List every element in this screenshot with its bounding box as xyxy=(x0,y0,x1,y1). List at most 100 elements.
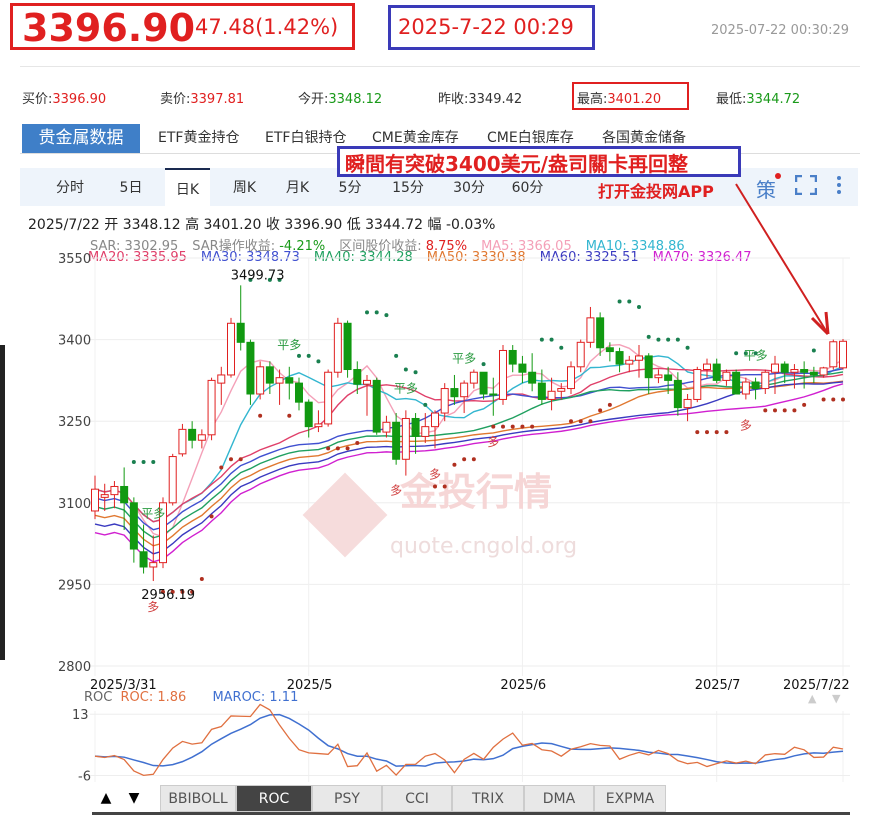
period-tab[interactable]: 日K xyxy=(165,168,210,206)
candle[interactable] xyxy=(256,361,265,400)
indicator-up-button[interactable]: ▲ xyxy=(92,785,120,812)
candle[interactable] xyxy=(353,361,362,394)
candle[interactable] xyxy=(712,358,721,384)
candle[interactable] xyxy=(159,497,167,569)
candle[interactable] xyxy=(217,366,226,405)
candle[interactable] xyxy=(236,285,245,351)
candle[interactable] xyxy=(120,467,129,530)
candle[interactable] xyxy=(557,383,566,400)
candle[interactable] xyxy=(246,339,255,405)
candle[interactable] xyxy=(547,377,556,411)
candle[interactable] xyxy=(149,535,158,582)
candle[interactable] xyxy=(654,369,663,384)
candle[interactable] xyxy=(489,377,498,416)
indicator-tab[interactable]: EXPMA xyxy=(594,785,666,812)
tab-item[interactable]: 贵金属数据 xyxy=(22,124,140,153)
indicator-tab[interactable]: TRIX xyxy=(452,785,524,812)
tab-item[interactable]: ETF黄金持仓 xyxy=(158,130,240,146)
candle[interactable] xyxy=(673,372,682,416)
candle[interactable] xyxy=(100,483,109,511)
candle[interactable] xyxy=(460,380,469,414)
candle[interactable] xyxy=(469,369,478,389)
candle[interactable] xyxy=(839,338,847,370)
period-tab[interactable]: 5分 xyxy=(338,180,362,196)
fullscreen-icon[interactable] xyxy=(794,174,818,199)
candle[interactable] xyxy=(664,366,673,394)
candle[interactable] xyxy=(411,413,420,454)
candle[interactable] xyxy=(324,369,333,427)
candle[interactable] xyxy=(392,413,401,465)
candle[interactable] xyxy=(227,317,235,378)
candle[interactable] xyxy=(343,320,352,378)
candle[interactable] xyxy=(722,369,731,386)
indicator-tab[interactable]: DMA xyxy=(524,785,594,812)
strategy-button[interactable]: 策 xyxy=(756,178,776,202)
candle[interactable] xyxy=(479,371,488,400)
indicator-tab[interactable]: BBIBOLL xyxy=(160,785,236,812)
tab-item[interactable]: ETF白银持仓 xyxy=(265,130,347,146)
more-icon[interactable] xyxy=(836,175,842,199)
candle[interactable] xyxy=(508,345,517,373)
candle[interactable] xyxy=(829,339,838,370)
candle[interactable] xyxy=(518,355,527,384)
candle[interactable] xyxy=(178,423,187,457)
candle[interactable] xyxy=(567,361,575,394)
candle[interactable] xyxy=(693,366,702,403)
candle[interactable] xyxy=(129,497,138,563)
indicator-tab[interactable]: CCI xyxy=(382,785,452,812)
candle[interactable] xyxy=(819,366,828,378)
candle[interactable] xyxy=(771,355,779,394)
candle[interactable] xyxy=(275,369,284,405)
period-tab[interactable]: 60分 xyxy=(511,180,544,196)
period-tab[interactable]: 周K xyxy=(232,180,257,196)
app-link[interactable]: 打开金投网APP xyxy=(598,182,714,201)
candle[interactable] xyxy=(372,377,381,435)
candle[interactable] xyxy=(285,366,294,400)
candle[interactable] xyxy=(450,374,459,405)
candle[interactable] xyxy=(761,369,770,394)
candle[interactable] xyxy=(800,361,809,389)
candle[interactable] xyxy=(586,306,595,348)
candle[interactable] xyxy=(615,347,624,373)
candle[interactable] xyxy=(295,377,303,411)
candle[interactable] xyxy=(683,394,692,422)
candle[interactable] xyxy=(110,481,119,509)
period-tab[interactable]: 15分 xyxy=(392,180,424,196)
period-tab[interactable]: 30分 xyxy=(453,180,485,196)
candle[interactable] xyxy=(732,369,741,395)
candle[interactable] xyxy=(780,361,789,384)
candle[interactable] xyxy=(644,353,653,394)
candle[interactable] xyxy=(537,369,546,405)
tab-item[interactable]: CME黄金库存 xyxy=(372,130,459,146)
indicator-down-button[interactable]: ▼ xyxy=(120,785,148,812)
candle[interactable] xyxy=(596,312,605,356)
scroll-down-small[interactable]: ▼ xyxy=(832,692,841,705)
tab-item[interactable]: 各国黄金储备 xyxy=(602,130,686,146)
period-tab[interactable]: 月K xyxy=(285,180,310,196)
candle[interactable] xyxy=(207,377,216,441)
period-tab[interactable]: 5日 xyxy=(119,180,143,196)
candle[interactable] xyxy=(576,339,585,373)
candle[interactable] xyxy=(751,377,760,400)
candle[interactable] xyxy=(382,415,391,438)
candle[interactable] xyxy=(265,361,274,394)
candle[interactable] xyxy=(197,429,206,449)
candle[interactable] xyxy=(635,345,643,378)
candle[interactable] xyxy=(790,364,799,389)
scrollbar[interactable] xyxy=(92,812,850,815)
candle[interactable] xyxy=(139,524,148,574)
candle[interactable] xyxy=(703,358,711,378)
scroll-up-small[interactable]: ▲ xyxy=(808,692,817,705)
candle[interactable] xyxy=(363,374,371,416)
candle[interactable] xyxy=(421,413,430,443)
candle[interactable] xyxy=(625,355,634,373)
candle[interactable] xyxy=(440,383,449,422)
candle[interactable] xyxy=(304,399,313,438)
tab-item[interactable]: CME白银库存 xyxy=(487,130,574,146)
candle[interactable] xyxy=(314,410,323,433)
indicator-tab[interactable]: PSY xyxy=(312,785,382,812)
candle[interactable] xyxy=(188,421,197,449)
candle[interactable] xyxy=(168,453,177,506)
candle[interactable] xyxy=(809,366,818,384)
